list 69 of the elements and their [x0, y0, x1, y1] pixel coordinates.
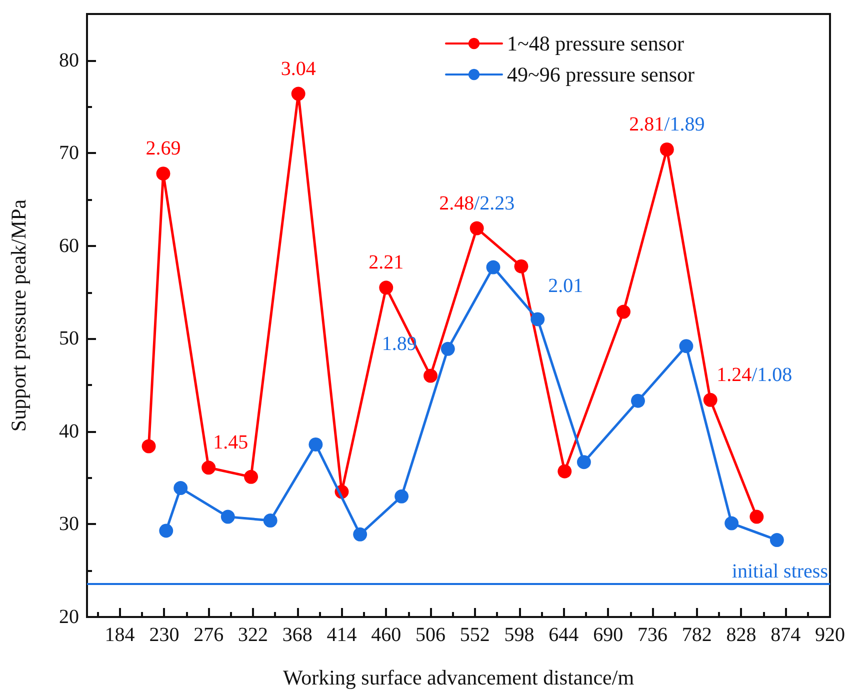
- x-tick-label: 782: [682, 624, 712, 646]
- point: [291, 86, 306, 101]
- point: [514, 259, 528, 274]
- point: [263, 514, 278, 528]
- point: [679, 339, 694, 354]
- x-tick-label: 414: [326, 624, 357, 646]
- point: [142, 439, 156, 454]
- y-tick-label: 80: [59, 49, 79, 72]
- y-tick-label: 70: [59, 142, 79, 164]
- point: [220, 510, 235, 524]
- annotation: /2.23: [474, 192, 515, 214]
- x-tick-label: 368: [282, 624, 312, 646]
- point: [156, 166, 170, 181]
- x-tick-label: 874: [770, 624, 801, 646]
- point: [244, 470, 258, 484]
- annotation: 2.21: [368, 252, 404, 274]
- point: [558, 464, 572, 478]
- annotation: 2.01: [548, 275, 584, 298]
- x-tick-label: 920: [815, 624, 845, 646]
- x-tick-label: 690: [593, 624, 624, 646]
- annotation: /1.08: [752, 364, 792, 386]
- point: [660, 142, 674, 156]
- point: [424, 368, 438, 383]
- point: [159, 524, 174, 538]
- point: [770, 533, 784, 547]
- point: [202, 460, 216, 475]
- annotation: 3.04: [280, 58, 316, 80]
- point: [530, 312, 545, 326]
- point: [724, 516, 739, 530]
- x-tick-label: 460: [371, 624, 402, 646]
- point: [750, 510, 764, 524]
- x-tick-label: 828: [726, 624, 756, 646]
- x-tick-label: 644: [548, 624, 579, 646]
- x-tick-label: 506: [416, 624, 446, 646]
- y-tick-label: 50: [59, 328, 79, 350]
- annotation: 2.48: [439, 192, 474, 214]
- y-tick-label: 40: [59, 420, 79, 442]
- y-tick-label: 20: [59, 606, 79, 628]
- x-tick-label: 552: [460, 624, 490, 646]
- point: [630, 394, 645, 408]
- y-tick-label: 60: [59, 234, 79, 257]
- y-axis-title: Support pressure peak/MPa: [6, 198, 30, 432]
- annotation: 2.81: [629, 113, 664, 136]
- y-tick-label: 30: [59, 513, 79, 536]
- point: [440, 342, 455, 356]
- point: [576, 455, 591, 470]
- annotation: /1.89: [664, 113, 705, 136]
- point: [353, 527, 368, 542]
- point: [470, 221, 484, 236]
- point: [703, 392, 718, 407]
- x-tick-label: 736: [637, 624, 668, 646]
- point: [394, 489, 409, 504]
- x-tick-label: 276: [194, 624, 224, 646]
- point: [308, 437, 323, 452]
- annotation: 1.45: [213, 432, 248, 454]
- point: [616, 304, 631, 319]
- x-tick-label: 322: [238, 624, 268, 646]
- annotation: 2.69: [146, 138, 181, 160]
- annotation: 1.24: [716, 364, 752, 386]
- legend-label: 49~96 pressure sensor: [507, 62, 694, 86]
- point: [379, 280, 394, 295]
- x-tick-label: 184: [104, 624, 135, 646]
- x-tick-label: 598: [504, 624, 534, 646]
- point: [486, 260, 500, 274]
- legend-label: 1~48 pressure sensor: [507, 32, 684, 56]
- ref-line-label: initial stress: [732, 560, 828, 583]
- point: [174, 481, 188, 496]
- x-axis-title: Working surface advancement distance/m: [282, 666, 634, 690]
- x-tick-label: 230: [149, 624, 180, 646]
